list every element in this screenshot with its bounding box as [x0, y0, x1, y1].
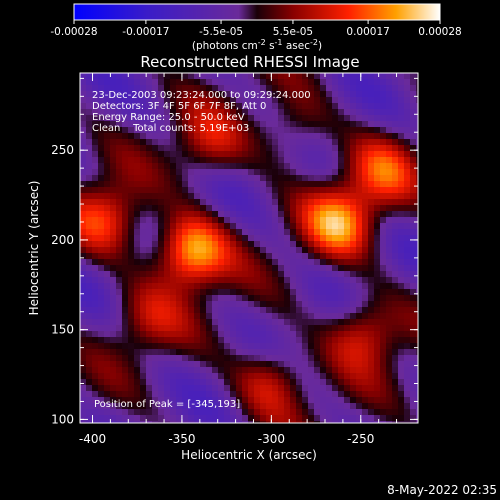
colorbar-ticks: -0.00028 -0.00017 -5.5e-05 5.5e-05 0.00017 0.…: [50, 20, 462, 38]
colorbar-tick-label: 5.5e-05: [273, 26, 313, 38]
axes: -400 -350 -300 -250 100 150 200 250: [51, 73, 418, 446]
annotation-energy-range: Energy Range: 25.0 - 50.0 keV: [92, 112, 245, 123]
colorbar-unit-label: (photons cm-2 s-1 asec-2): [192, 38, 322, 52]
colorbar-tick-label: -0.00017: [122, 26, 169, 38]
peak-position-label: Position of Peak = [-345,193]: [94, 399, 240, 410]
y-tick-label: 200: [51, 233, 74, 247]
x-tick-label: -350: [168, 432, 195, 446]
annotation-detectors: Detectors: 3F 4F 5F 6F 7F 8F, Att 0: [92, 101, 266, 112]
x-axis-label: Heliocentric X (arcsec): [181, 448, 317, 462]
annotation-total-counts: Clean Total counts: 5.19E+03: [92, 123, 249, 134]
y-tick-label: 250: [51, 143, 74, 157]
x-tick-label: -300: [258, 432, 285, 446]
y-tick-label: 100: [51, 412, 74, 426]
x-tick-label: -400: [79, 432, 106, 446]
colorbar-tick-label: -0.00028: [50, 26, 97, 38]
y-axis-label: Heliocentric Y (arcsec): [27, 181, 41, 316]
x-tick-label: -250: [347, 432, 374, 446]
chart-title: Reconstructed RHESSI Image: [140, 53, 359, 71]
timestamp: 8-May-2022 02:35: [387, 483, 497, 497]
annotation-time-range: 23-Dec-2003 09:23:24.000 to 09:29:24.000: [92, 90, 311, 101]
colorbar-tick-label: 0.00028: [418, 26, 461, 38]
heatmap-image: [80, 73, 418, 423]
colorbar-tick-label: 0.00017: [346, 26, 389, 38]
y-tick-label: 150: [51, 323, 74, 337]
plot-frame: [79, 72, 419, 424]
colorbar: [73, 3, 441, 21]
colorbar-tick-label: -5.5e-05: [199, 26, 243, 38]
